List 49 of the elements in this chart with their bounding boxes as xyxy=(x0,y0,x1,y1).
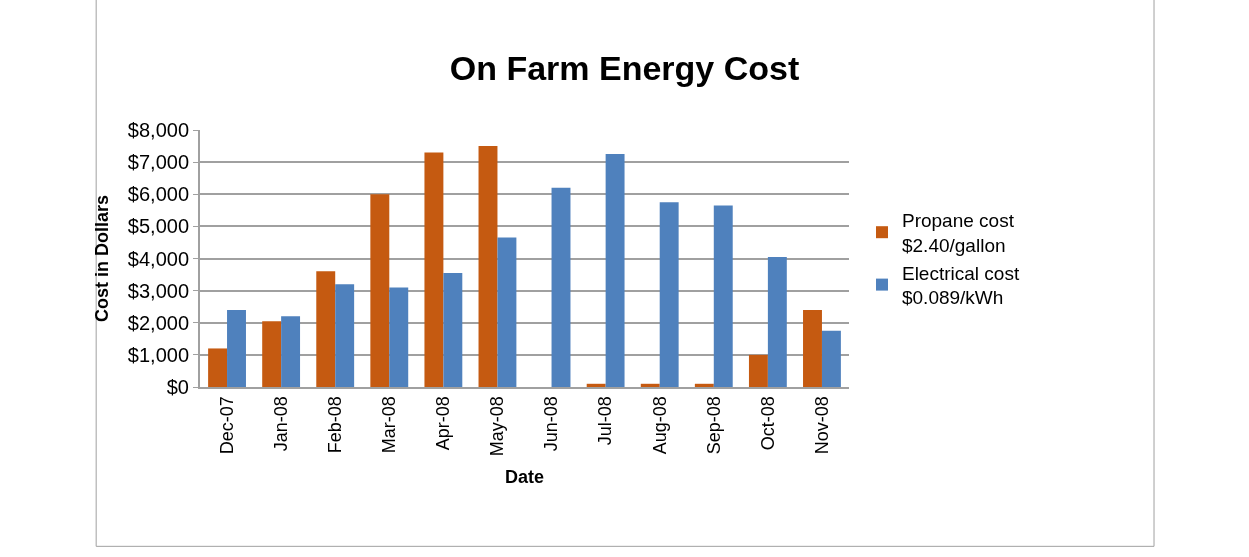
bar xyxy=(586,383,606,387)
bar xyxy=(389,287,409,387)
x-tick-label: Dec-07 xyxy=(216,396,237,455)
legend-label: Electrical cost $0.089/kWh xyxy=(901,262,1020,309)
x-tick-label: Feb-08 xyxy=(325,396,346,454)
chart-title: On Farm Energy Cost xyxy=(449,48,800,87)
bar xyxy=(694,383,714,387)
bar xyxy=(497,237,517,387)
x-tick-label: Jul-08 xyxy=(595,396,616,446)
bar xyxy=(478,146,498,387)
x-tick-label: Oct-08 xyxy=(757,396,778,451)
bar xyxy=(659,202,679,387)
y-axis-title: Cost in Dollars xyxy=(91,194,112,323)
bar xyxy=(316,271,336,387)
y-tick-label: $4,000 xyxy=(127,247,189,270)
legend-label: Propane cost $2.40/gallon xyxy=(901,210,1015,256)
x-tick-label: Aug-08 xyxy=(649,396,670,455)
y-tick-label: $0 xyxy=(166,376,189,398)
x-tick-label: Mar-08 xyxy=(379,396,400,454)
bar xyxy=(281,316,301,387)
y-tick-label: $7,000 xyxy=(127,151,189,174)
bar xyxy=(424,152,444,387)
bar xyxy=(605,154,625,387)
bar xyxy=(640,383,660,387)
x-tick-label: Jan-08 xyxy=(270,396,291,452)
x-tick-label: Apr-08 xyxy=(433,396,454,451)
x-tick-label: Sep-08 xyxy=(703,396,724,455)
y-tick-label: $6,000 xyxy=(127,183,189,206)
bar xyxy=(713,205,733,387)
y-tick-label: $2,000 xyxy=(127,311,189,334)
bar xyxy=(748,354,768,387)
x-tick-label: May-08 xyxy=(487,396,508,457)
y-tick-label: $8,000 xyxy=(127,119,189,141)
x-tick-label: Nov-08 xyxy=(811,396,832,455)
bar xyxy=(767,256,787,387)
bar xyxy=(370,194,390,387)
x-tick-label: Jun-08 xyxy=(541,396,562,452)
bar xyxy=(551,187,571,387)
bar xyxy=(821,330,841,387)
y-tick-label: $5,000 xyxy=(127,215,189,238)
bar xyxy=(227,309,246,387)
bar xyxy=(335,284,355,387)
bar xyxy=(443,272,463,387)
y-tick-label: $3,000 xyxy=(127,279,189,302)
bar xyxy=(208,348,228,387)
y-tick-label: $1,000 xyxy=(127,343,189,366)
bar xyxy=(803,309,822,387)
x-axis-title: Date xyxy=(504,466,545,487)
bar xyxy=(262,321,282,387)
